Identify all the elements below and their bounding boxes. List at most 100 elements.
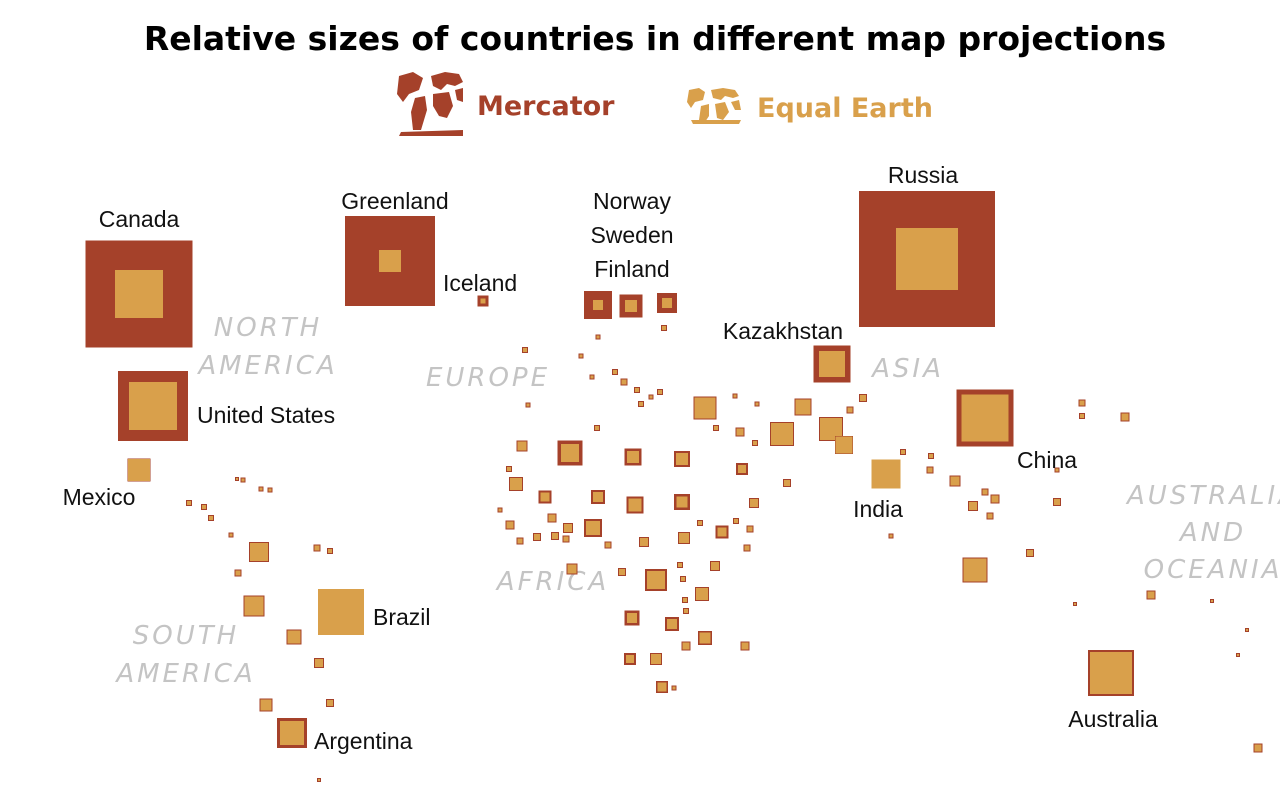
small-country-square xyxy=(859,394,867,402)
region-label: SOUTH AMERICA xyxy=(114,621,255,689)
small-country-square xyxy=(258,486,264,492)
small-country-square xyxy=(497,507,503,513)
country-labels: Canada United States Mexico Greenland Icelan… xyxy=(63,162,1158,754)
country-label-kazakhstan: Kazakhstan xyxy=(723,318,843,344)
equal-earth-square xyxy=(717,527,727,537)
small-country-square xyxy=(1253,743,1263,753)
legend-label-equal-earth: Equal Earth xyxy=(757,93,933,124)
small-country-square xyxy=(522,347,528,353)
equal-earth-square xyxy=(250,543,268,561)
small-country-square xyxy=(1210,599,1214,603)
region-label: AFRICA xyxy=(495,567,609,597)
small-country-square xyxy=(926,466,934,474)
equal-earth-square xyxy=(287,630,301,644)
equal-earth-square xyxy=(627,613,637,623)
equal-earth-square xyxy=(963,558,987,582)
small-country-square xyxy=(746,525,754,533)
legend-label-mercator: Mercator xyxy=(477,91,615,122)
small-country-square xyxy=(677,562,683,568)
small-country-square xyxy=(595,334,601,340)
small-country-square xyxy=(671,685,677,691)
country-label-mexico: Mexico xyxy=(63,484,136,510)
small-country-square xyxy=(968,501,978,511)
equal-earth-square xyxy=(540,492,550,502)
small-country-square xyxy=(516,537,524,545)
small-country-square xyxy=(678,532,690,544)
equal-earth-square-greenland xyxy=(379,250,401,272)
small-country-square xyxy=(749,498,759,508)
equal-earth-square-india xyxy=(871,459,901,489)
equal-earth-square xyxy=(626,655,634,663)
equal-earth-square-norway xyxy=(593,300,603,310)
small-country-square xyxy=(566,563,578,575)
small-country-square xyxy=(710,561,720,571)
equal-earth-square-argentina xyxy=(280,721,304,745)
small-country-square xyxy=(228,532,234,538)
small-country-square xyxy=(505,520,515,530)
equal-earth-square xyxy=(260,699,272,711)
equal-earth-square xyxy=(738,465,746,473)
small-country-square xyxy=(735,427,745,437)
country-label-finland: Finland xyxy=(594,256,669,282)
small-country-square xyxy=(235,477,239,481)
small-country-square xyxy=(589,374,595,380)
small-country-square xyxy=(317,778,321,782)
equal-earth-square-brazil xyxy=(318,589,364,635)
small-country-square xyxy=(713,425,719,431)
legend: Mercator Equal Earth xyxy=(397,72,933,136)
equal-earth-square xyxy=(647,571,665,589)
country-label-brazil: Brazil xyxy=(373,604,431,630)
small-country-square xyxy=(680,576,686,582)
small-country-square xyxy=(578,353,584,359)
small-country-square xyxy=(648,394,654,400)
region-labels: NORTH AMERICA EUROPE ASIA AFRICA SOUTH AMERICA… xyxy=(114,313,1280,689)
small-country-square xyxy=(949,475,961,487)
country-label-greenland: Greenland xyxy=(341,188,448,214)
equal-earth-square xyxy=(771,423,793,445)
small-country-square xyxy=(638,401,644,407)
equal-earth-square xyxy=(561,444,579,462)
equal-earth-square-mexico xyxy=(128,459,150,481)
small-country-square xyxy=(657,389,663,395)
small-country-square xyxy=(1054,467,1060,473)
small-country-square xyxy=(547,513,557,523)
small-country-square xyxy=(208,515,214,521)
small-country-square xyxy=(697,520,703,526)
small-country-square xyxy=(900,449,906,455)
equal-earth-square xyxy=(244,596,264,616)
small-country-square xyxy=(682,597,688,603)
small-country-square xyxy=(1120,412,1130,422)
small-country-square xyxy=(240,477,246,483)
small-country-square xyxy=(928,453,934,459)
small-country-square xyxy=(683,608,689,614)
small-country-square xyxy=(326,699,334,707)
region-label: ASIA xyxy=(870,354,944,384)
small-country-square xyxy=(1073,602,1077,606)
small-country-square xyxy=(1245,628,1249,632)
small-country-square xyxy=(525,402,531,408)
country-label-russia: Russia xyxy=(888,162,959,188)
small-country-square xyxy=(846,406,854,414)
equal-earth-legend-item: Equal Earth xyxy=(687,88,933,124)
small-country-square xyxy=(594,425,600,431)
small-country-square xyxy=(661,325,667,331)
equal-earth-square-sweden xyxy=(625,300,637,312)
equal-earth-square xyxy=(694,397,716,419)
small-country-square xyxy=(990,494,1000,504)
equal-earth-square xyxy=(795,399,811,415)
small-country-square xyxy=(327,548,333,554)
small-country-square xyxy=(695,587,709,601)
small-country-square xyxy=(732,393,738,399)
small-country-square xyxy=(733,518,739,524)
country-squares xyxy=(85,191,1263,782)
equal-earth-square xyxy=(657,682,667,692)
equal-earth-square-russia xyxy=(896,228,958,290)
small-country-square xyxy=(267,487,273,493)
region-label: AUSTRALIAANDOCEANIA xyxy=(1125,481,1280,585)
small-country-square xyxy=(563,523,573,533)
equal-earth-square xyxy=(676,496,688,508)
small-country-square xyxy=(681,641,691,651)
small-country-square xyxy=(604,541,612,549)
country-label-united-states: United States xyxy=(197,402,335,428)
